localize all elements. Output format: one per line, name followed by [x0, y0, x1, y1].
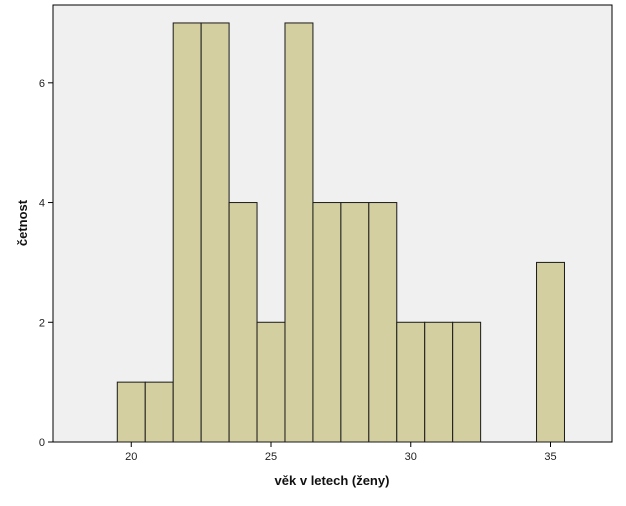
histogram-bar	[368, 202, 398, 443]
x-tick-label: 20	[125, 451, 137, 463]
x-axis: 20 25 30 35	[125, 442, 557, 463]
histogram-bar	[172, 22, 202, 443]
y-tick-label: 2	[39, 317, 45, 329]
histogram-bar	[396, 321, 426, 443]
histogram-bar	[256, 321, 286, 443]
histogram-bar	[424, 321, 454, 443]
histogram-bar	[284, 22, 314, 443]
histogram-bar	[116, 381, 146, 443]
histogram-bar	[452, 321, 482, 443]
histogram-bar	[340, 202, 370, 443]
x-axis-title: věk v letech (ženy)	[275, 473, 390, 488]
histogram-bar	[536, 261, 565, 443]
histogram-bar	[144, 381, 174, 443]
y-tick-label: 4	[39, 198, 45, 210]
histogram-bar	[228, 202, 258, 443]
histogram-bar	[200, 22, 230, 443]
y-tick-label: 0	[39, 437, 45, 449]
bars-group	[116, 22, 565, 443]
x-tick-label: 25	[265, 451, 277, 463]
x-tick-label: 30	[405, 451, 417, 463]
y-axis-title: četnost	[15, 199, 30, 246]
y-axis: 0 2 4 6	[39, 78, 53, 449]
y-tick-label: 6	[39, 78, 45, 90]
x-tick-label: 35	[544, 451, 556, 463]
histogram-bar	[312, 202, 342, 443]
